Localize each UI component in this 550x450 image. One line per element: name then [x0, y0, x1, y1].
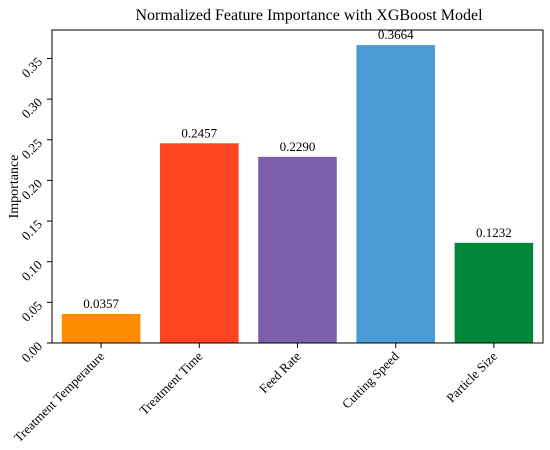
- y-tick-label-5: 0.25: [18, 135, 45, 162]
- bar-value-label-0: 0.0357: [83, 296, 119, 311]
- plot-frame: [51, 29, 544, 344]
- y-tick-label-7: 0.35: [18, 54, 45, 81]
- x-tick-label-0: Treatment Temperature: [11, 348, 108, 445]
- bar-4: [454, 242, 534, 343]
- y-tick-label-3: 0.15: [18, 217, 45, 244]
- y-tick-label-6: 0.30: [18, 95, 45, 122]
- bar-value-label-2: 0.2290: [280, 139, 316, 154]
- x-tick-label-4: Particle Size: [443, 348, 500, 405]
- bar-value-label-3: 0.3664: [378, 27, 414, 42]
- y-tick-label-0: 0.00: [18, 339, 45, 366]
- bar-value-label-4: 0.1232: [476, 225, 512, 240]
- bar-3: [356, 45, 435, 344]
- bar-2: [258, 156, 337, 343]
- x-tick-label-1: Treatment Time: [136, 348, 205, 417]
- x-tick-label-2: Feed Rate: [256, 348, 304, 396]
- y-tick-label-2: 0.10: [18, 257, 45, 284]
- y-tick-label-1: 0.05: [18, 298, 45, 325]
- bar-value-label-1: 0.2457: [181, 125, 217, 140]
- bar-1: [160, 143, 239, 343]
- y-tick-label-4: 0.20: [18, 176, 45, 203]
- x-tick-label-3: Cutting Speed: [339, 348, 402, 411]
- plot-area: 0.0357 Treatment Temperature 0.2457 Treatme…: [11, 27, 544, 445]
- y-axis-label: Importance: [7, 155, 22, 219]
- bar-0: [61, 313, 141, 343]
- chart-title: Normalized Feature Importance with XGBoo…: [135, 7, 483, 24]
